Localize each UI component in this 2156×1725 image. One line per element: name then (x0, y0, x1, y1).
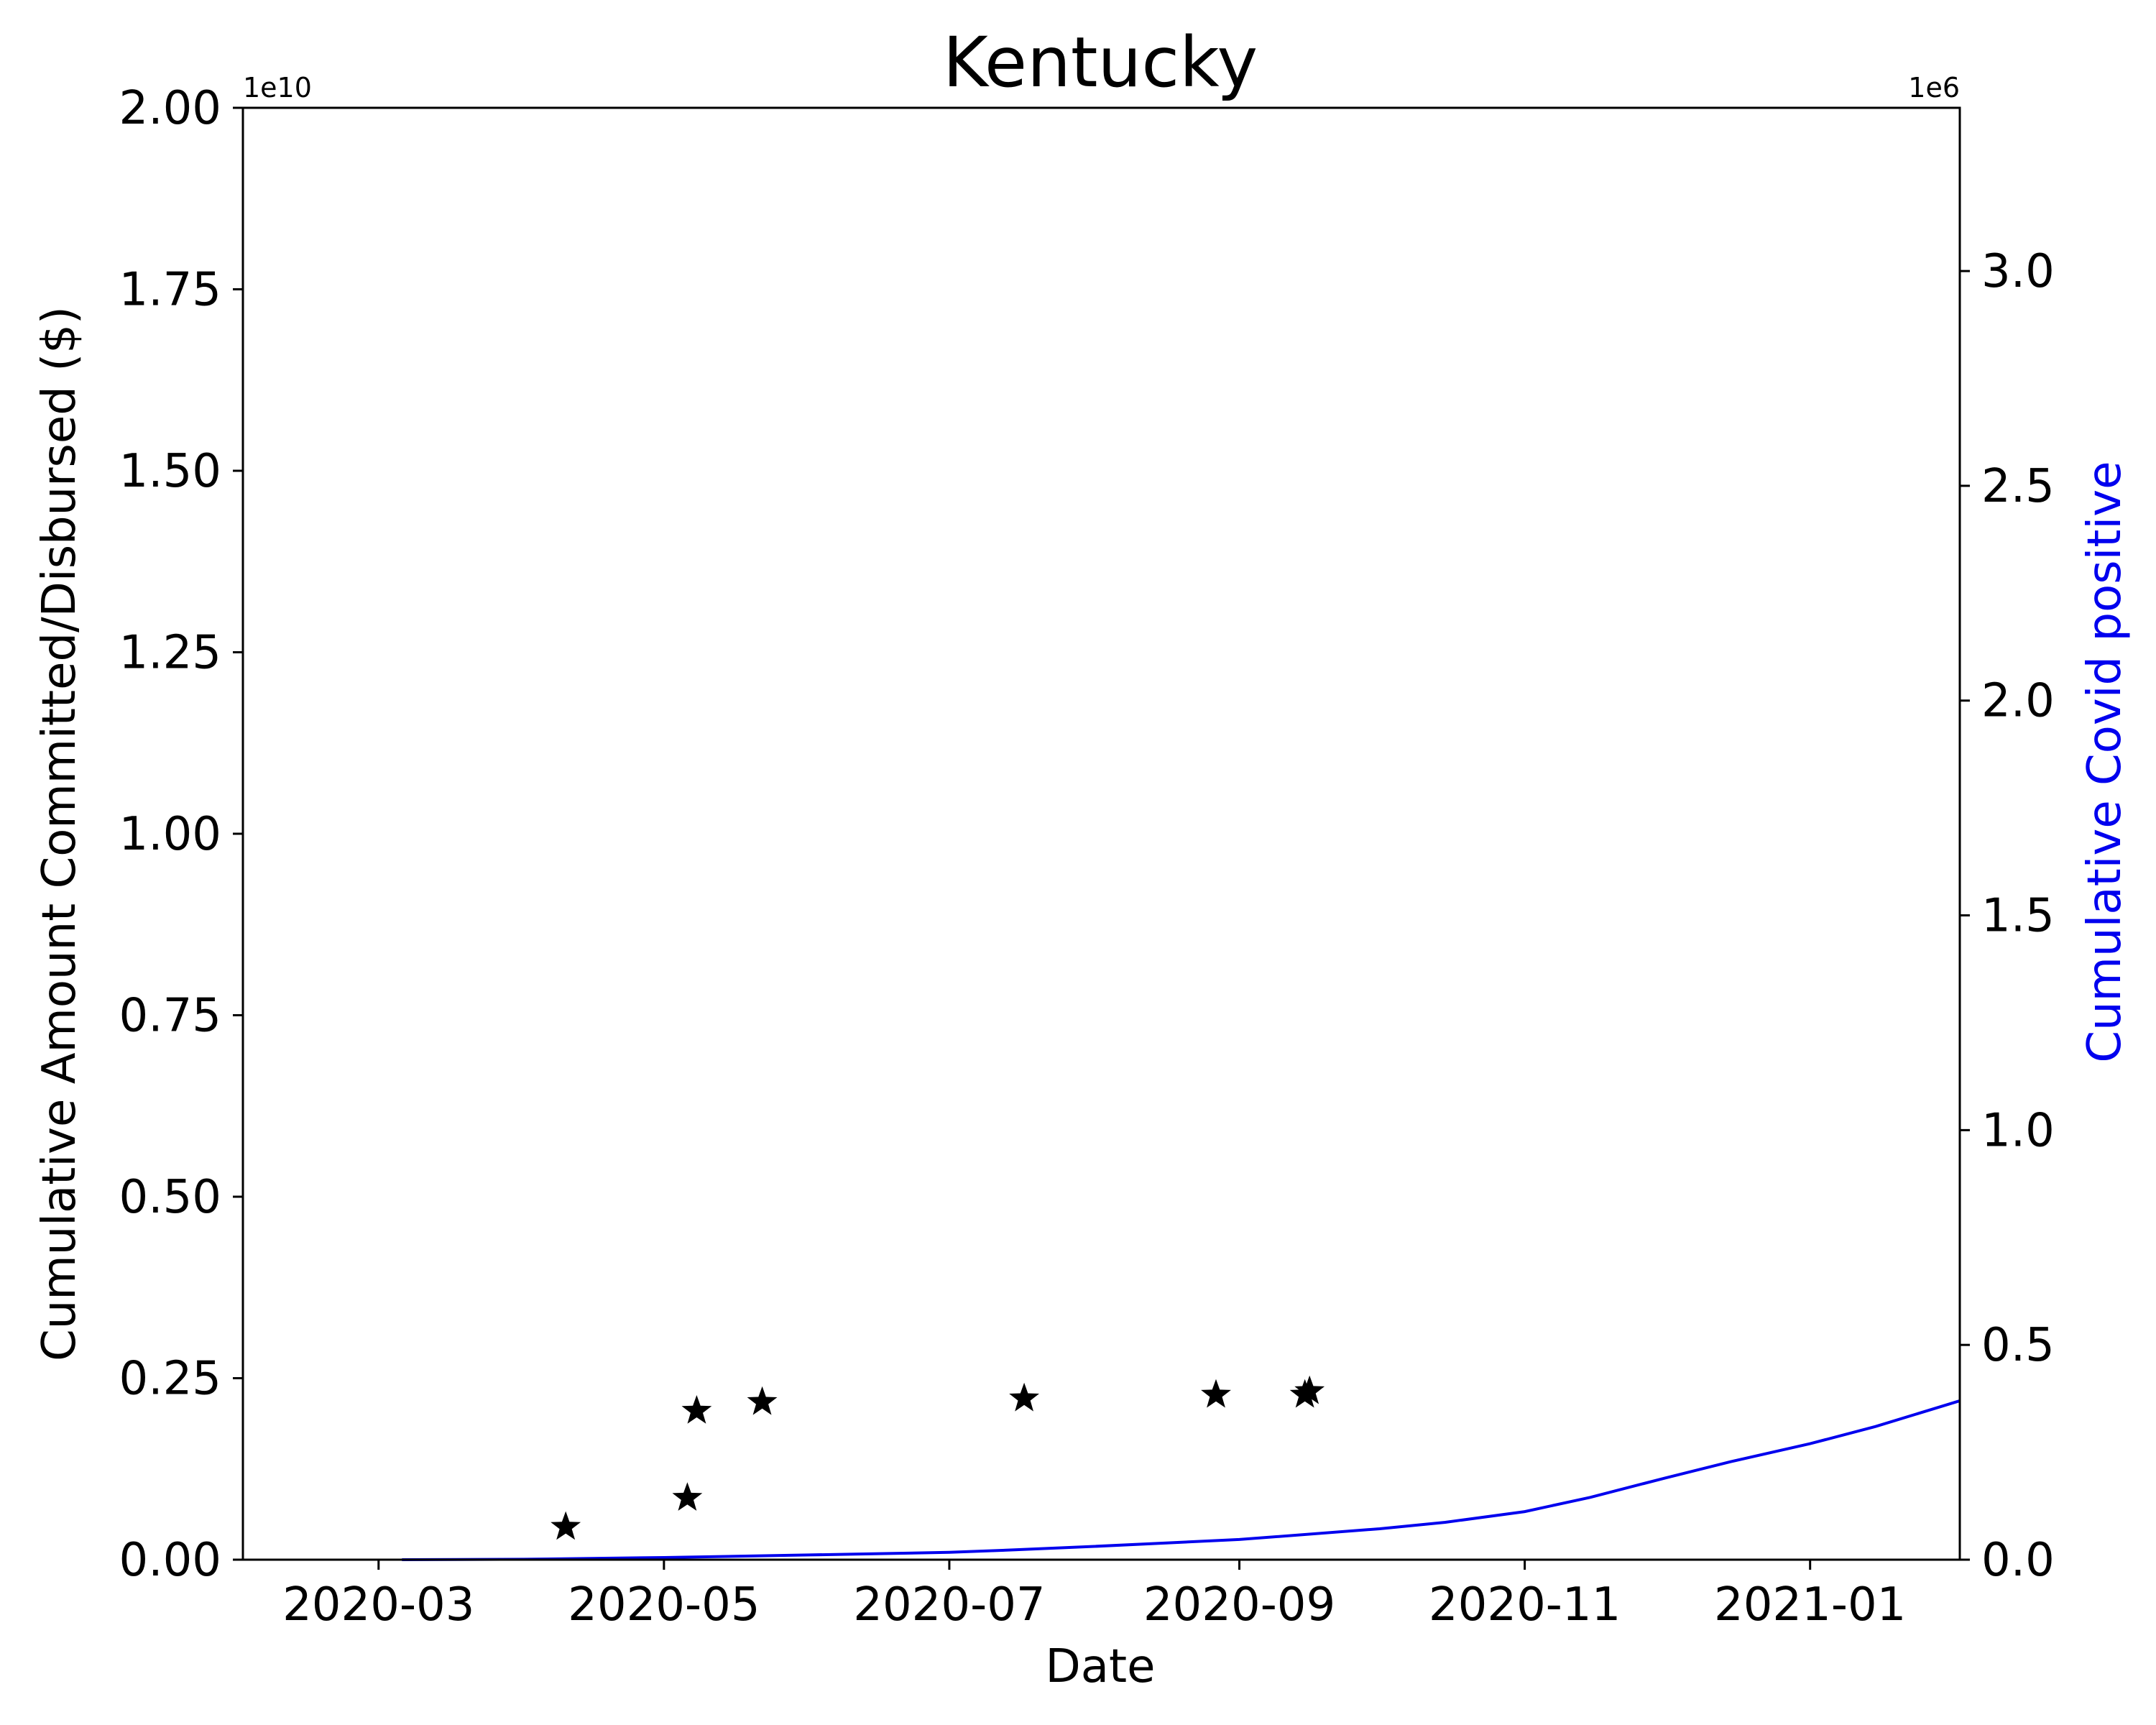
plot-marks (402, 1375, 1961, 1561)
chart-title: Kentucky (943, 22, 1258, 103)
y-tick-label: 0.00 (119, 1534, 222, 1587)
x-tick-label: 2020-11 (1429, 1578, 1621, 1632)
amount-star-point (672, 1482, 703, 1511)
amount-star-point (1294, 1375, 1325, 1404)
x-tick-label: 2020-07 (853, 1578, 1045, 1632)
y2-tick-label: 2.0 (1981, 675, 2055, 728)
covid-positive-line (402, 1399, 1961, 1561)
y2-tick-label: 1.0 (1981, 1104, 2055, 1157)
amount-star-point (747, 1386, 778, 1415)
y-tick-label: 0.50 (119, 1171, 222, 1224)
x-axis-title: Date (1046, 1640, 1156, 1693)
y-tick-label: 0.25 (119, 1353, 222, 1406)
amount-star-point (1201, 1379, 1231, 1408)
y-tick-label: 1.75 (119, 264, 222, 317)
y2-tick-label: 0.5 (1981, 1319, 2055, 1372)
x-tick-label: 2020-09 (1143, 1578, 1335, 1632)
x-tick-label: 2020-03 (282, 1578, 474, 1632)
axis-ticks: 2020-03 2020-05 2020-07 2020-09 2020-11 2021-… (119, 82, 2055, 1632)
y-tick-label: 2.00 (119, 82, 222, 135)
y-tick-label: 1.00 (119, 808, 222, 861)
y-tick-label: 1.50 (119, 445, 222, 498)
amount-star-point (550, 1511, 581, 1540)
x-tick-label: 2021-01 (1714, 1578, 1906, 1632)
y2-tick-label: 1.5 (1981, 890, 2055, 943)
y2-tick-label: 2.5 (1981, 460, 2055, 513)
y2-tick-label: 3.0 (1981, 245, 2055, 298)
y-tick-label: 0.75 (119, 990, 222, 1043)
y-axis-title: Cumulative Amount Committed/Disbursed ($… (33, 306, 86, 1361)
y2-tick-label: 0.0 (1981, 1534, 2055, 1587)
left-axis-offset-label: 1e10 (243, 72, 312, 104)
y2-axis-title: Cumulative Covid positive (2078, 461, 2132, 1062)
x-tick-label: 2020-05 (568, 1578, 760, 1632)
amount-star-point (681, 1395, 712, 1424)
y-tick-label: 1.25 (119, 627, 222, 680)
amount-star-point (1009, 1382, 1039, 1412)
plot-frame (241, 106, 1961, 1561)
right-axis-offset-label: 1e6 (1908, 72, 1960, 104)
